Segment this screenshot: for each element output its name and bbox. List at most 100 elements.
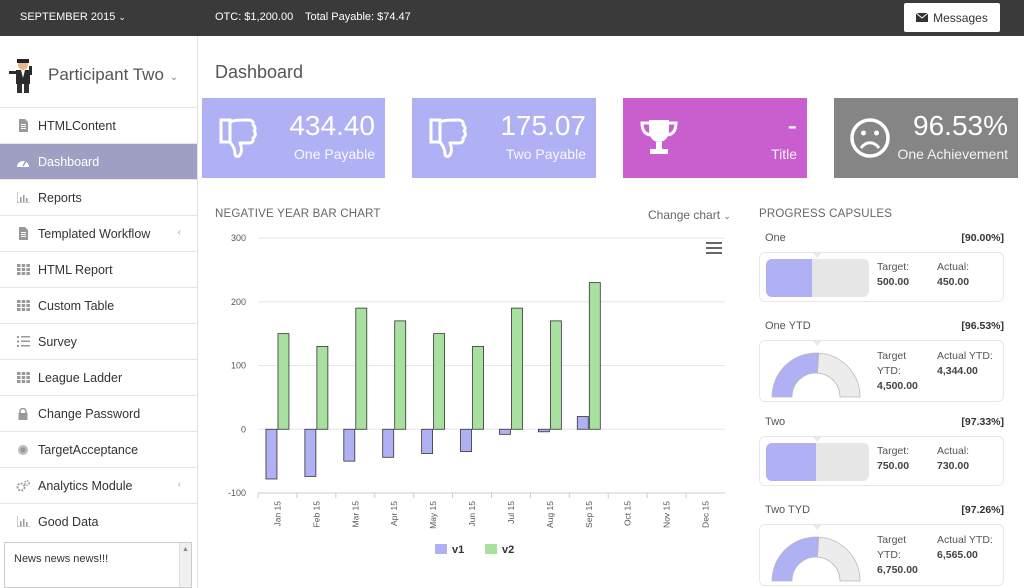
otc-info: OTC: $1,200.00	[215, 11, 296, 23]
bar-chart-icon	[16, 191, 30, 205]
bar-chart: -100 0 100 200 300 Jan 15 Feb 15 Mar 15 Apr 15 Ma…	[228, 233, 725, 556]
messages-label: Messages	[933, 10, 988, 25]
actual-label: Actual:	[937, 445, 970, 457]
messages-button[interactable]: Messages	[904, 3, 1000, 32]
tile-label: One Achievement	[897, 146, 1008, 162]
target-label: Target:	[877, 261, 910, 273]
x-tick-label: Nov 15	[662, 501, 672, 528]
target-label: Target YTD:	[877, 350, 907, 377]
actual-value: 730.00	[937, 460, 970, 472]
capsule-card: Target: 500.00 Actual: 450.00	[759, 252, 1004, 302]
sidebar-item-label: Custom Table	[38, 298, 115, 313]
target-label: Target:	[877, 445, 910, 457]
sidebar-item-label: Survey	[38, 334, 77, 349]
bar-v2	[472, 345, 484, 430]
progress-fill	[766, 443, 817, 481]
top-bar: SEPTEMBER 2015 ⌄ OTC: $1,200.00 Total Paya…	[0, 0, 1024, 36]
x-tick-label: Feb 15	[311, 501, 321, 528]
sidebar-item-label: Change Password	[38, 406, 141, 421]
total-payable-value: $74.47	[377, 11, 411, 23]
target-label: Target YTD:	[877, 534, 907, 561]
grid-icon	[16, 371, 30, 385]
scroll-up-icon: ▲	[182, 546, 189, 553]
capsule-marker-icon	[812, 436, 822, 442]
participant-name[interactable]: Participant Two ⌄	[48, 65, 178, 85]
sidebar-item-templated-workflow[interactable]: Templated Workflow ‹	[0, 215, 197, 251]
capsule-target: Target: 750.00	[877, 444, 932, 474]
capsule-percent: [96.53%]	[961, 320, 1004, 332]
stat-tile: - Title	[623, 98, 807, 178]
tile-label: One Payable	[294, 146, 375, 162]
bar-v2	[355, 307, 368, 430]
sad-face-icon	[848, 116, 892, 160]
sidebar-item-dashboard[interactable]: Dashboard	[0, 143, 197, 179]
chevron-down-icon: ⌄	[169, 72, 179, 83]
sidebar-item-change-password[interactable]: Change Password	[0, 395, 197, 431]
x-tick-label: Jun 15	[467, 501, 477, 527]
tile-value: 175.07	[500, 110, 586, 141]
actual-label: Actual YTD:	[937, 534, 993, 546]
chart-menu-icon[interactable]	[706, 242, 722, 256]
bar-v2	[549, 320, 562, 430]
change-chart-dropdown[interactable]: Change chart ⌄	[648, 208, 731, 222]
sidebar-item-label: Templated Workflow	[38, 226, 151, 241]
progress-pill	[766, 259, 869, 297]
sidebar-item-targetacceptance[interactable]: TargetAcceptance	[0, 431, 197, 467]
bar-v1	[460, 428, 472, 452]
capsule-actual: Actual: 730.00	[937, 444, 1003, 474]
chevron-down-icon: ⌄	[723, 211, 731, 221]
sidebar-item-custom-table[interactable]: Custom Table	[0, 287, 197, 323]
bar-v1	[304, 428, 317, 477]
bar-v1	[343, 428, 356, 462]
profile-header: Participant Two ⌄	[0, 36, 198, 108]
bar-v2	[433, 333, 446, 430]
target-value: 500.00	[877, 276, 910, 288]
sidebar-item-survey[interactable]: Survey	[0, 323, 197, 359]
sidebar-item-analytics-module[interactable]: Analytics Module ‹	[0, 467, 197, 503]
news-box[interactable]: News news news!!! ▲	[4, 542, 192, 588]
sidebar-item-label: Good Data	[38, 514, 99, 529]
tile-value: -	[787, 110, 797, 141]
sidebar-item-htmlcontent[interactable]: HTMLContent	[0, 107, 197, 143]
capsule-marker-icon	[812, 524, 822, 530]
sidebar-item-label: TargetAcceptance	[38, 442, 139, 457]
sidebar-item-reports[interactable]: Reports	[0, 179, 197, 215]
sidebar-item-html-report[interactable]: HTML Report	[0, 251, 197, 287]
change-chart-label: Change chart	[648, 208, 721, 222]
document-icon	[16, 227, 30, 241]
y-tick-label: 0	[241, 424, 246, 434]
bar-v2	[394, 320, 407, 430]
page-title: Dashboard	[215, 62, 304, 82]
bar-v1	[499, 428, 511, 435]
sidebar-item-label: HTMLContent	[38, 118, 116, 133]
otc-label: OTC:	[215, 11, 242, 23]
legend-swatch	[435, 544, 447, 554]
capsule-card: Target: 750.00 Actual: 730.00	[759, 436, 1004, 486]
x-tick-label: Oct 15	[623, 501, 633, 526]
sidebar-item-label: HTML Report	[38, 262, 113, 277]
tile-value: 96.53%	[913, 110, 1008, 141]
sidebar-item-label: Dashboard	[38, 154, 100, 169]
capsule-actual: Actual: 450.00	[937, 260, 1003, 290]
total-payable-label: Total Payable:	[305, 11, 375, 23]
sidebar-nav: HTMLContent Dashboard Reports Templated Wor…	[0, 107, 197, 539]
capsule-name: One YTD	[765, 320, 811, 332]
news-scrollbar[interactable]: ▲	[179, 543, 191, 587]
bar-v1	[421, 428, 434, 454]
actual-value: 4,344.00	[937, 365, 978, 377]
stat-tile: 175.07 Two Payable	[412, 98, 596, 178]
sidebar-item-league-ladder[interactable]: League Ladder	[0, 359, 197, 395]
stat-tile: 434.40 One Payable	[202, 98, 385, 178]
x-tick-label: Mar 15	[350, 501, 360, 528]
tile-label: Title	[771, 146, 797, 162]
sidebar: Participant Two ⌄ HTMLContent Dashboard Rep…	[0, 36, 198, 588]
period-selector[interactable]: SEPTEMBER 2015 ⌄	[20, 11, 126, 23]
capsule-name: Two	[765, 416, 786, 428]
x-tick-label: Jan 15	[272, 501, 282, 527]
capsule-target: Target: 500.00	[877, 260, 932, 290]
capsule-percent: [97.33%]	[961, 416, 1004, 428]
envelope-icon	[916, 13, 929, 22]
chevron-down-icon: ⌄	[118, 12, 126, 22]
progress-pill	[766, 443, 869, 481]
sidebar-item-good-data[interactable]: Good Data	[0, 503, 197, 539]
